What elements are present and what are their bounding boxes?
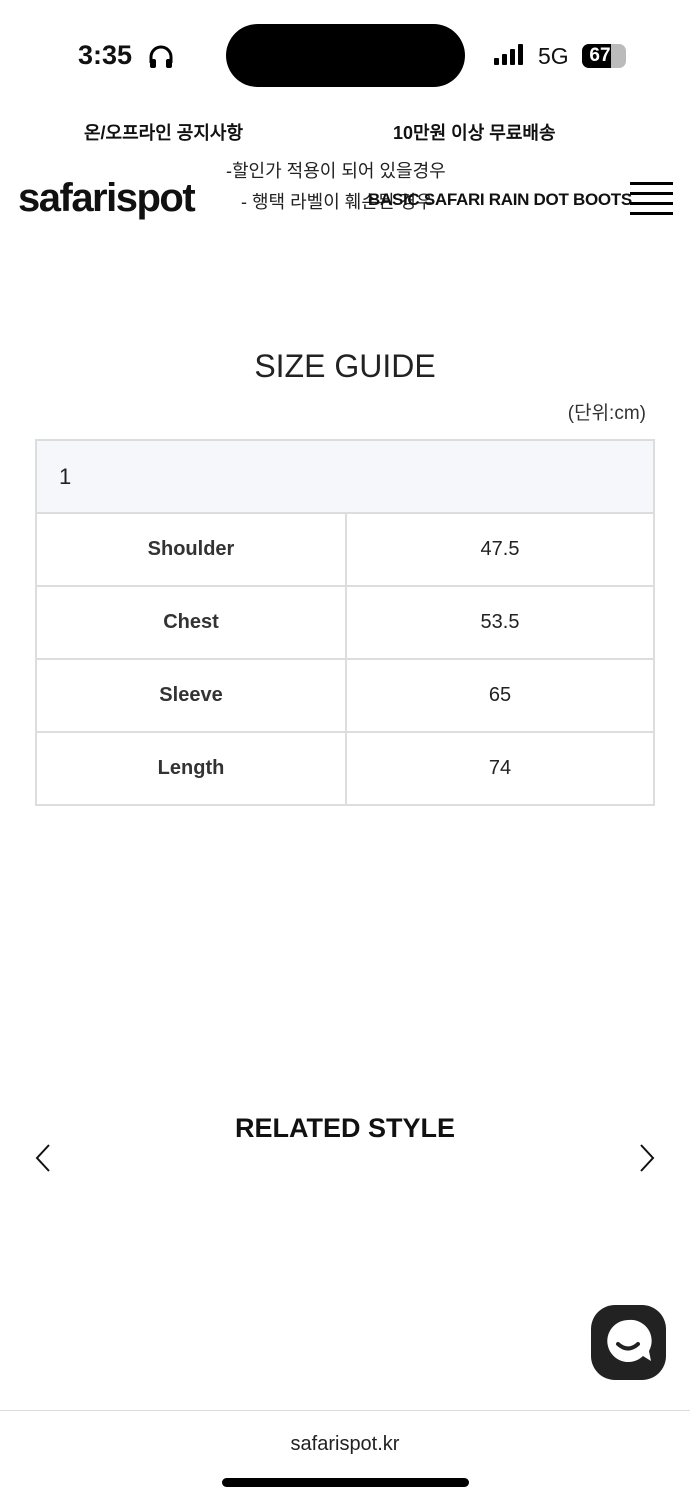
row-label: Sleeve [35, 658, 347, 733]
url-label[interactable]: safarispot.kr [290, 1433, 400, 1455]
related-style-title: RELATED STYLE [234, 1113, 455, 1143]
battery-icon: 67 [582, 44, 626, 68]
row-value: 53.5 [345, 585, 655, 660]
chevron-right-icon[interactable] [637, 1143, 657, 1173]
hamburger-menu-icon[interactable] [630, 182, 673, 222]
table-row: Sleeve 65 [35, 658, 655, 733]
home-indicator[interactable] [222, 1478, 469, 1487]
chat-button[interactable] [591, 1305, 666, 1380]
notice-line-1: -할인가 적용이 되어 있을경우 [226, 161, 446, 181]
table-row: Shoulder 47.5 [35, 512, 655, 587]
signal-icon [494, 44, 523, 65]
chat-bubble-icon [607, 1319, 652, 1362]
status-time: 3:35 [78, 40, 133, 70]
product-title: BASIC SAFARI RAIN DOT BOOTS [368, 190, 632, 209]
shipping-notice[interactable]: 10만원 이상 무료배송 [393, 123, 556, 143]
row-value: 47.5 [345, 512, 655, 587]
table-row: Chest 53.5 [35, 585, 655, 660]
row-value: 65 [345, 658, 655, 733]
row-label: Shoulder [35, 512, 347, 587]
table-row: Length 74 [35, 731, 655, 806]
network-label: 5G [538, 43, 569, 69]
notice-link[interactable]: 온/오프라인 공지사항 [84, 123, 244, 143]
logo[interactable]: safarispot [18, 176, 196, 220]
row-value: 74 [345, 731, 655, 806]
dynamic-island [226, 24, 465, 87]
chevron-left-icon[interactable] [33, 1143, 53, 1173]
size-table: 1 Shoulder 47.5 Chest 53.5 Sleeve 65 Length… [35, 439, 655, 806]
size-header: 1 [35, 439, 655, 514]
unit-label: (단위:cm) [567, 403, 646, 424]
headphones-icon [149, 45, 173, 68]
row-label: Chest [35, 585, 347, 660]
page-title: SIZE GUIDE [254, 348, 436, 384]
notice-line-2: - 행택 라벨이 훼손된 경우 [241, 192, 433, 212]
row-label: Length [35, 731, 347, 806]
